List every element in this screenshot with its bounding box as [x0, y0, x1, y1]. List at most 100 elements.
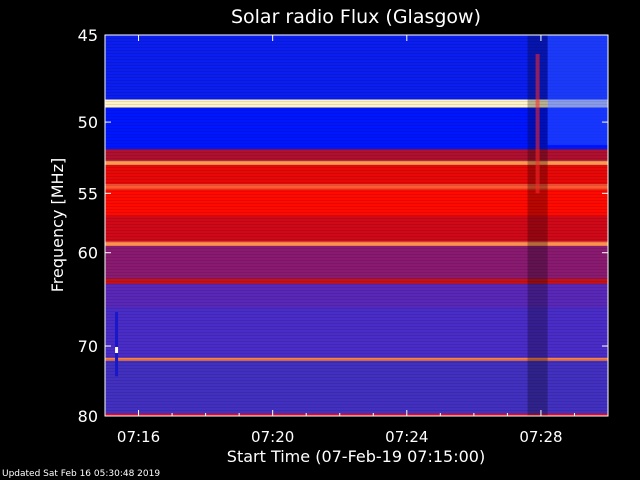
channel-line — [105, 311, 608, 312]
glitch-bright-point — [115, 346, 119, 353]
channel-line — [105, 389, 608, 390]
band-edge-interference — [105, 413, 608, 416]
channel-line — [105, 320, 608, 321]
channel-line — [105, 149, 608, 150]
channel-line — [105, 197, 608, 198]
channel-line — [105, 110, 608, 111]
channel-line — [105, 371, 608, 372]
channel-line — [105, 281, 608, 282]
channel-line — [105, 329, 608, 330]
channel-line — [105, 308, 608, 309]
channel-line — [105, 59, 608, 60]
channel-line — [105, 272, 608, 273]
x-tick-label: 07:20 — [251, 428, 294, 446]
channel-line — [105, 254, 608, 255]
channel-line — [105, 260, 608, 261]
channel-line — [105, 263, 608, 264]
channel-line — [105, 323, 608, 324]
radio-burst-dark — [527, 35, 548, 416]
channel-line — [105, 377, 608, 378]
channel-line — [105, 164, 608, 165]
chart-title: Solar radio Flux (Glasgow) — [231, 6, 481, 28]
channel-line — [105, 116, 608, 117]
channel-line — [105, 353, 608, 354]
x-tick-label: 07:24 — [385, 428, 428, 446]
channel-line — [105, 80, 608, 81]
channel-line — [105, 131, 608, 132]
channel-line — [105, 125, 608, 126]
channel-line — [105, 395, 608, 396]
channel-line — [105, 122, 608, 123]
channel-line — [105, 107, 608, 108]
channel-line — [105, 410, 608, 411]
channel-line — [105, 266, 608, 267]
channel-line — [105, 350, 608, 351]
channel-line — [105, 344, 608, 345]
channel-line — [105, 233, 608, 234]
frequency-band-12 — [105, 283, 608, 308]
channel-line — [105, 146, 608, 147]
channel-line — [105, 77, 608, 78]
channel-line — [105, 161, 608, 162]
channel-line — [105, 221, 608, 222]
updated-timestamp: Updated Sat Feb 16 05:30:48 2019 — [2, 469, 161, 479]
channel-line — [105, 41, 608, 42]
channel-line — [105, 65, 608, 66]
channel-line — [105, 359, 608, 360]
channel-line — [105, 74, 608, 75]
channel-line — [105, 152, 608, 153]
frequency-band-2 — [105, 107, 608, 150]
channel-line — [105, 140, 608, 141]
channel-line — [105, 365, 608, 366]
channel-line — [105, 203, 608, 204]
channel-line — [105, 83, 608, 84]
channel-line — [105, 278, 608, 279]
frequency-band-14 — [105, 357, 608, 361]
channel-line — [105, 98, 608, 99]
channel-line — [105, 194, 608, 195]
channel-line — [105, 305, 608, 306]
channel-line — [105, 368, 608, 369]
channel-line — [105, 293, 608, 294]
channel-line — [105, 44, 608, 45]
channel-line — [105, 401, 608, 402]
channel-line — [105, 218, 608, 219]
channel-line — [105, 245, 608, 246]
spectrogram-plot — [105, 35, 608, 416]
radio-burst-core — [535, 53, 540, 194]
channel-line — [105, 236, 608, 237]
channel-line — [105, 92, 608, 93]
channel-line — [105, 269, 608, 270]
channel-line — [105, 248, 608, 249]
channel-line — [105, 374, 608, 375]
frequency-band-11 — [105, 278, 608, 284]
channel-line — [105, 314, 608, 315]
channel-line — [105, 341, 608, 342]
y-axis-label: Frequency [MHz] — [48, 158, 67, 292]
channel-line — [105, 89, 608, 90]
channel-line — [105, 380, 608, 381]
channel-line — [105, 53, 608, 54]
channel-line — [105, 296, 608, 297]
plot-frame — [104, 34, 609, 417]
channel-line — [105, 56, 608, 57]
channel-line — [105, 191, 608, 192]
radio-burst-afterglow — [547, 35, 608, 145]
channel-line — [105, 212, 608, 213]
channel-line — [105, 242, 608, 243]
y-tick-label: 80 — [78, 407, 98, 426]
channel-line — [105, 299, 608, 300]
channel-line — [105, 86, 608, 87]
glitch-trace — [115, 312, 119, 377]
channel-line — [105, 392, 608, 393]
channel-line — [105, 383, 608, 384]
channel-line — [105, 209, 608, 210]
y-tick-label: 60 — [78, 244, 98, 263]
frequency-band-5 — [105, 165, 608, 185]
channel-line — [105, 413, 608, 414]
channel-line — [105, 287, 608, 288]
channel-line — [105, 290, 608, 291]
channel-line — [105, 275, 608, 276]
channel-line — [105, 338, 608, 339]
